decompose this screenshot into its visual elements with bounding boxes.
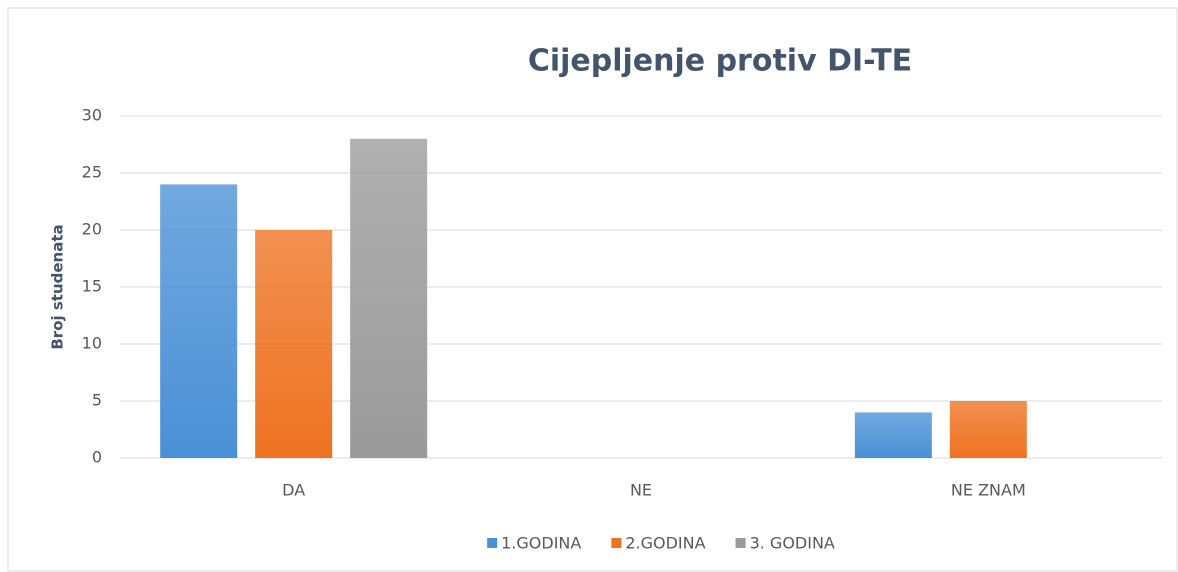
bar: [854, 412, 932, 458]
chart-frame: [7, 7, 1178, 572]
y-tick-label: 10: [82, 334, 102, 353]
y-tick-label: 30: [82, 106, 102, 125]
chart-title: Cijepljenje protiv DI-TE: [528, 44, 912, 79]
legend-swatch: [735, 538, 746, 548]
y-tick-label: 0: [92, 448, 102, 467]
y-tick-label: 5: [92, 391, 102, 410]
legend-swatch: [487, 538, 498, 548]
y-tick-label: 25: [82, 163, 102, 182]
x-tick-label: NE: [630, 481, 652, 500]
y-axis-label: Broj studenata: [49, 224, 67, 349]
legend-label: 1.GODINA: [501, 534, 581, 553]
bar: [255, 230, 333, 458]
legend-label: 2.GODINA: [625, 534, 705, 553]
bar: [160, 184, 238, 458]
y-tick-label: 20: [82, 220, 102, 239]
x-tick-label: NE ZNAM: [951, 481, 1026, 500]
bar: [350, 138, 428, 459]
legend-swatch: [611, 538, 622, 548]
x-tick-label: DA: [282, 481, 305, 500]
bar: [949, 401, 1027, 458]
legend-label: 3. GODINA: [750, 534, 835, 553]
y-tick-label: 15: [82, 277, 102, 296]
